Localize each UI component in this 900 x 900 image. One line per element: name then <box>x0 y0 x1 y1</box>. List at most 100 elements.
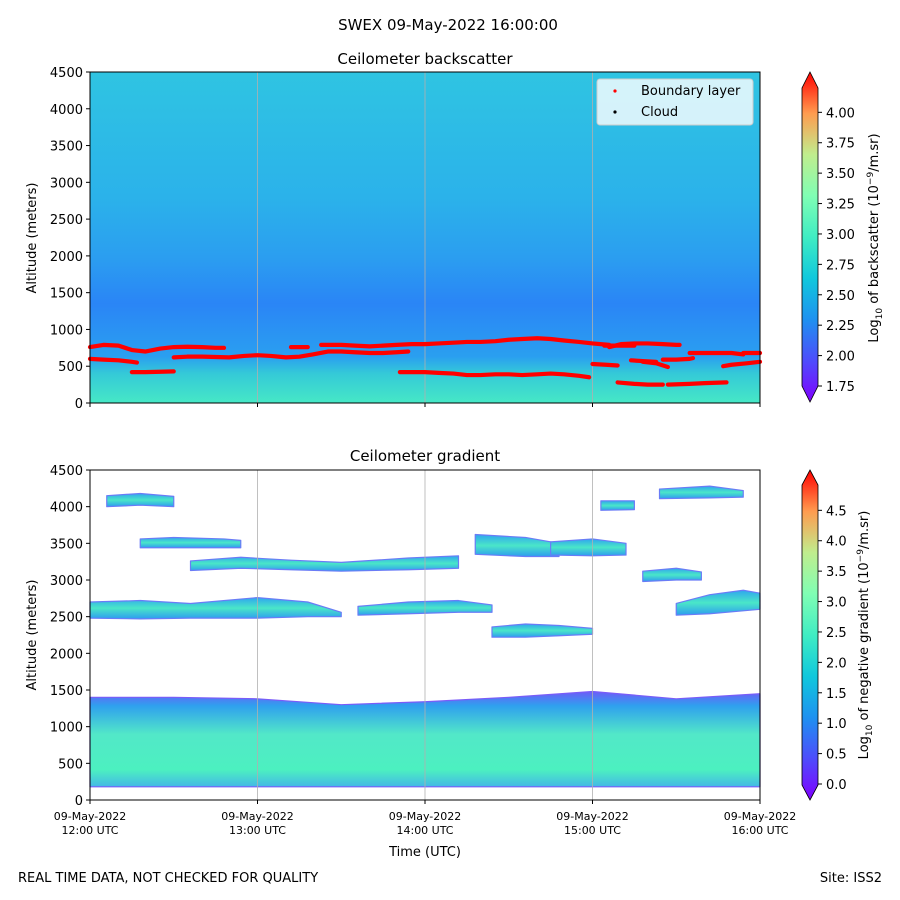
y-tick-label: 3000 <box>50 574 83 589</box>
backscatter-ylabel: Altitude (meters) <box>25 183 40 294</box>
y-tick-label: 3000 <box>50 176 83 191</box>
gradient-panel: Ceilometer gradient 0 500 1000 1500 2000 2500… <box>25 447 875 860</box>
legend-label-cloud: Cloud <box>641 105 678 120</box>
boundary-layer-segment <box>87 356 139 365</box>
x-tick-label-date: 09-May-2022 <box>389 810 461 823</box>
y-tick-label: 1000 <box>50 721 83 736</box>
y-tick-label: 1500 <box>50 287 83 302</box>
backscatter-panel: Ceilometer backscatter 0 500 1000 1500 2000 2… <box>25 50 885 412</box>
backscatter-gridlines <box>257 72 593 403</box>
footer-quality-note: REAL TIME DATA, NOT CHECKED FOR QUALITY <box>18 871 318 886</box>
boundary-layer-segment <box>615 380 665 387</box>
y-tick-label: 0 <box>75 794 83 809</box>
boundary-layer-segment <box>590 361 620 368</box>
cloud-band <box>642 567 702 583</box>
colorbar-tick-label: 3.25 <box>826 198 855 213</box>
x-tick-label-time: 12:00 UTC <box>61 824 118 837</box>
colorbar-tick-label: 4.5 <box>826 504 847 519</box>
colorbar-tick-label: 3.5 <box>826 565 847 580</box>
legend-box <box>596 78 754 126</box>
backscatter-colorbar-label: Log10 of backscatter (10−9/m.sr) <box>866 133 885 342</box>
x-tick-label-time: 16:00 UTC <box>731 824 788 837</box>
gradient-title: Ceilometer gradient <box>350 447 500 465</box>
x-tick-label-date: 09-May-2022 <box>724 810 796 823</box>
y-tick-label: 1500 <box>50 684 83 699</box>
y-tick-label: 2000 <box>50 647 83 662</box>
boundary-layer-segment <box>397 370 592 380</box>
colorbar-tick-label: 2.75 <box>826 258 855 273</box>
gradient-colorbar-bar <box>801 469 819 801</box>
y-tick-label: 4500 <box>50 464 83 479</box>
y-tick-label: 4500 <box>50 66 83 81</box>
x-tick-label-time: 13:00 UTC <box>229 824 286 837</box>
boundary-layer-segment <box>721 359 763 369</box>
cloud-band <box>474 533 560 558</box>
y-tick-label: 2500 <box>50 213 83 228</box>
cloud-band <box>550 538 627 557</box>
y-tick-label: 1000 <box>50 323 83 338</box>
colorbar-tick-label: 2.5 <box>826 626 847 641</box>
colorbar-tick-label: 2.0 <box>826 656 847 671</box>
y-tick-label: 3500 <box>50 537 83 552</box>
cloud-band <box>106 492 175 508</box>
boundary-layer-series <box>87 336 763 387</box>
x-tick-label-date: 09-May-2022 <box>221 810 293 823</box>
gradient-colorbar: 0.0 0.5 1.0 1.5 2.0 2.5 3.0 3.5 4.0 4.5 Log10 of … <box>801 469 875 801</box>
x-tick-label-time: 15:00 UTC <box>564 824 621 837</box>
y-tick-label: 2500 <box>50 611 83 626</box>
colorbar-tick-label: 2.00 <box>826 350 855 365</box>
boundary-layer-segment <box>665 380 729 387</box>
x-tick-label-date: 09-May-2022 <box>54 810 126 823</box>
x-tick-label-time: 14:00 UTC <box>396 824 453 837</box>
gradient-ylabel: Altitude (meters) <box>25 580 40 691</box>
gradient-y-axis: 0 500 1000 1500 2000 2500 3000 3500 4000 4500 <box>50 464 90 809</box>
gradient-gridlines <box>257 470 593 800</box>
backscatter-y-axis: 0 500 1000 1500 2000 2500 3000 3500 4000 4500 <box>50 66 90 412</box>
gradient-colorbar-label: Log10 of negative gradient (10−9/m.sr) <box>856 511 875 760</box>
boundary-layer-segment <box>129 369 176 375</box>
legend-marker-boundary-layer <box>613 89 617 93</box>
colorbar-tick-label: 2.50 <box>826 289 855 304</box>
backscatter-colorbar: 1.75 2.00 2.25 2.50 2.75 3.00 3.25 3.50 3.75 4.00… <box>801 71 885 403</box>
colorbar-tick-label: 0.0 <box>826 778 847 793</box>
y-tick-label: 500 <box>58 757 83 772</box>
colorbar-tick-label: 4.00 <box>826 106 855 121</box>
colorbar-tick-label: 1.5 <box>826 687 847 702</box>
y-tick-label: 3500 <box>50 140 83 155</box>
boundary-layer-segment <box>640 359 670 370</box>
cloud-band <box>89 596 342 620</box>
cloud-band <box>658 485 744 500</box>
boundary-layer-segment <box>171 349 411 360</box>
boundary-layer-segment <box>319 336 612 349</box>
boundary-layer-segment <box>87 342 227 354</box>
y-tick-label: 4000 <box>50 501 83 516</box>
figure-suptitle: SWEX 09-May-2022 16:00:00 <box>338 16 558 34</box>
backscatter-colorbar-bar <box>801 71 819 403</box>
colorbar-tick-label: 1.75 <box>826 380 855 395</box>
legend-marker-cloud <box>613 110 617 114</box>
x-tick-label-date: 09-May-2022 <box>556 810 628 823</box>
backscatter-title: Ceilometer backscatter <box>337 50 513 68</box>
cloud-band <box>600 500 635 511</box>
legend-label-boundary-layer: Boundary layer <box>641 84 741 99</box>
colorbar-tick-label: 2.25 <box>826 319 855 334</box>
y-tick-label: 500 <box>58 360 83 375</box>
y-tick-label: 0 <box>75 397 83 412</box>
boundary-layer-segment <box>660 356 696 362</box>
colorbar-tick-label: 3.75 <box>826 137 855 152</box>
footer-site: Site: ISS2 <box>820 871 882 886</box>
colorbar-tick-label: 4.0 <box>826 535 847 550</box>
boundary-layer-segment <box>687 350 746 357</box>
colorbar-tick-label: 1.0 <box>826 717 847 732</box>
backscatter-colorbar-ticks: 1.75 2.00 2.25 2.50 2.75 3.00 3.25 3.50 3.75 4.00 <box>818 106 855 395</box>
colorbar-tick-label: 3.00 <box>826 228 855 243</box>
backscatter-legend: Boundary layer Cloud <box>596 78 754 126</box>
y-tick-label: 2000 <box>50 250 83 265</box>
colorbar-tick-label: 3.50 <box>826 167 855 182</box>
y-tick-label: 4000 <box>50 103 83 118</box>
colorbar-tick-label: 0.5 <box>826 748 847 763</box>
gradient-colorbar-ticks: 0.0 0.5 1.0 1.5 2.0 2.5 3.0 3.5 4.0 4.5 <box>818 504 847 793</box>
cloud-band <box>139 536 242 549</box>
